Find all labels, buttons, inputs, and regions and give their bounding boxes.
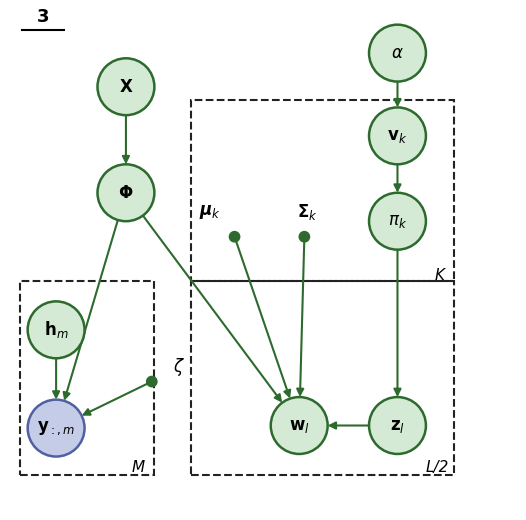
Text: $\mathbf{v}_k$: $\mathbf{v}_k$ bbox=[388, 127, 408, 145]
Text: M: M bbox=[132, 460, 145, 475]
Text: $\mathbf{h}_m$: $\mathbf{h}_m$ bbox=[44, 319, 68, 340]
Circle shape bbox=[97, 164, 155, 221]
Text: $\mathbf{z}_l$: $\mathbf{z}_l$ bbox=[390, 417, 405, 435]
Circle shape bbox=[28, 302, 85, 358]
Circle shape bbox=[271, 397, 328, 454]
Text: $\mathbf{w}_l$: $\mathbf{w}_l$ bbox=[289, 417, 310, 435]
Circle shape bbox=[369, 397, 426, 454]
Circle shape bbox=[369, 24, 426, 82]
Text: $\mathbf{y}_{:,m}$: $\mathbf{y}_{:,m}$ bbox=[37, 419, 75, 437]
Circle shape bbox=[369, 108, 426, 164]
Text: $\alpha$: $\alpha$ bbox=[391, 44, 404, 62]
Circle shape bbox=[229, 231, 240, 242]
Text: $\zeta$: $\zeta$ bbox=[173, 356, 185, 378]
Text: $\boldsymbol{\mu}_k$: $\boldsymbol{\mu}_k$ bbox=[199, 203, 221, 221]
Text: $\mathbf{X}$: $\mathbf{X}$ bbox=[119, 77, 133, 96]
Circle shape bbox=[28, 400, 85, 457]
Text: 3: 3 bbox=[37, 8, 49, 26]
Circle shape bbox=[369, 193, 426, 250]
Circle shape bbox=[299, 231, 309, 242]
Circle shape bbox=[97, 58, 155, 115]
Text: $\pi_k$: $\pi_k$ bbox=[388, 212, 407, 230]
Text: K: K bbox=[435, 268, 445, 283]
Text: $\boldsymbol{\Phi}$: $\boldsymbol{\Phi}$ bbox=[118, 184, 134, 202]
Text: $\boldsymbol{\Sigma}_k$: $\boldsymbol{\Sigma}_k$ bbox=[297, 202, 317, 222]
Text: L/2: L/2 bbox=[425, 460, 449, 475]
Circle shape bbox=[147, 376, 157, 387]
